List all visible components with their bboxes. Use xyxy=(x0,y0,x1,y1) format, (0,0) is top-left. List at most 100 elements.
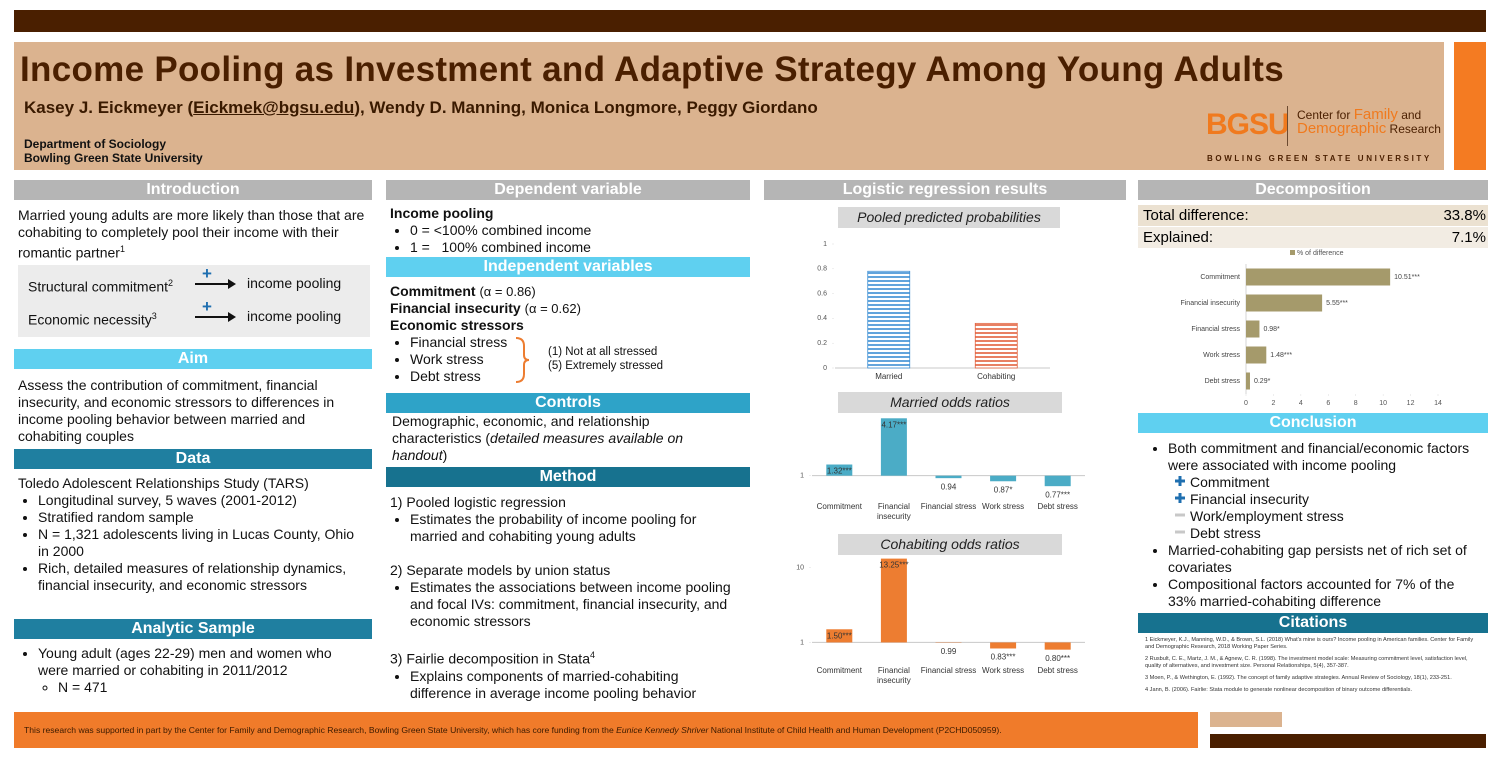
step-title: 1) Pooled logistic regression xyxy=(390,494,566,510)
x-tick-label: Financial insecurity xyxy=(876,502,911,521)
value-label: 0.94 xyxy=(941,482,957,491)
plus-icon xyxy=(1175,493,1185,503)
department: Department of Sociology xyxy=(24,137,167,151)
value-label: 1.48*** xyxy=(1270,352,1292,359)
y-tick-label: 0.2 xyxy=(817,340,827,347)
section-heading: Conclusion xyxy=(1138,413,1488,433)
bar xyxy=(935,475,962,479)
code: 0 = <100% combined income xyxy=(410,222,745,239)
bullet: Stratified random sample xyxy=(38,509,368,526)
stressor: Work stress xyxy=(410,351,745,368)
scale: (1) Not at all stressed (5) Extremely str… xyxy=(548,345,663,373)
dv-name: Income pooling xyxy=(390,205,494,221)
dv-section: Income pooling 0 = <100% combined income… xyxy=(390,205,745,256)
x-tick-label: Commitment xyxy=(816,666,862,675)
y-tick-label: 0.4 xyxy=(817,315,827,322)
plus-icon xyxy=(1175,476,1185,486)
y-tick-label: 10 xyxy=(796,565,804,572)
y-tick-label: Financial stress xyxy=(1191,326,1240,333)
bullet: Compositional factors accounted for 7% o… xyxy=(1168,576,1483,610)
text: Structural commitment xyxy=(28,278,169,295)
footer-accent xyxy=(1210,712,1282,727)
y-tick-label: 1 xyxy=(823,241,827,248)
logo-word: Demographic xyxy=(1297,120,1387,137)
method-section: 1) Pooled logistic regression Estimates … xyxy=(390,494,740,702)
summary-label: Explained: xyxy=(1143,229,1214,246)
summary-value: 7.1% xyxy=(1451,229,1486,246)
logo-line: Center for Family and xyxy=(1297,107,1441,122)
text: This research was supported in part by t… xyxy=(24,725,617,735)
bullet-list: Longitudinal survey, 5 waves (2001-2012)… xyxy=(18,492,368,594)
bar xyxy=(990,642,1017,649)
value-label: 1.50*** xyxy=(827,631,852,640)
y-tick-label: Commitment xyxy=(1200,274,1240,281)
iv-name: Financial insecurity xyxy=(390,300,521,316)
bullet-list: Explains components of married-cohabitin… xyxy=(390,668,740,702)
bar xyxy=(990,475,1017,482)
bullet: Estimates the probability of income pool… xyxy=(410,511,740,545)
header-box xyxy=(14,42,1444,170)
x-tick-label: 10 xyxy=(1379,400,1387,407)
bullet: Rich, detailed measures of relationship … xyxy=(38,560,368,594)
header-accent xyxy=(1454,42,1486,170)
iv-item: Commitment (α = 0.86) xyxy=(390,283,745,300)
section-heading: Citations xyxy=(1138,613,1488,633)
value-label: 0.77*** xyxy=(1045,490,1070,499)
x-tick-label: Married xyxy=(875,372,903,381)
x-tick-label: Work stress xyxy=(982,502,1025,511)
logo-text: Center for Family and Demographic Resear… xyxy=(1297,107,1441,137)
y-tick-label: Work stress xyxy=(1203,352,1240,359)
x-tick-label: Debt stress xyxy=(1037,666,1078,675)
value-label: 4.17*** xyxy=(881,420,906,429)
university: Bowling Green State University xyxy=(24,151,203,165)
section-heading: Introduction xyxy=(14,180,372,200)
bar xyxy=(1246,268,1391,286)
citation: 4 Jann, B. (2006). Fairlie: Stata module… xyxy=(1145,687,1412,693)
legend-swatch xyxy=(1290,250,1295,255)
diagram-outcome: income pooling xyxy=(247,308,342,324)
summary-row xyxy=(1138,227,1488,248)
chart-title: Cohabiting odds ratios xyxy=(838,534,1062,555)
legend-label: % of difference xyxy=(1297,250,1344,257)
step-title: 2) Separate models by union status xyxy=(390,562,611,578)
text: 3) Fairlie decomposition in Stata xyxy=(390,650,590,667)
bullet: Both commitment and financial/economic f… xyxy=(1168,440,1483,474)
x-tick-label: 0 xyxy=(1244,400,1248,407)
text: Married young adults are more likely tha… xyxy=(18,207,365,261)
iv-item: Financial insecurity (α = 0.62) xyxy=(390,300,745,317)
title: Income Pooling as Investment and Adaptiv… xyxy=(20,50,1285,89)
bar xyxy=(1246,320,1260,338)
text: ) xyxy=(442,447,448,463)
text: Eunice Kennedy Shriver xyxy=(616,725,709,735)
logo-word: and xyxy=(1397,108,1422,122)
scale-point: (5) Extremely stressed xyxy=(548,360,664,372)
bullet-list: 0 = <100% combined income 1 = 100% combi… xyxy=(390,222,745,256)
section-heading: Logistic regression results xyxy=(764,180,1126,200)
value-label: 0.80*** xyxy=(1045,654,1070,663)
email-link[interactable]: Eickmek@bgsu.edu xyxy=(193,98,355,117)
section-heading: Data xyxy=(14,449,372,469)
data-lead: Toledo Adolescent Relationships Study (T… xyxy=(18,475,309,491)
controls-text: Demographic, economic, and relationship … xyxy=(392,413,732,464)
bullet: Explains components of married-cohabitin… xyxy=(410,668,740,702)
bullet-list: Estimates the probability of income pool… xyxy=(390,511,740,545)
summary-value: 33.8% xyxy=(1443,207,1486,224)
y-tick-label: Debt stress xyxy=(1205,378,1241,385)
authors: Kasey J. Eickmeyer (Eickmek@bgsu.edu), W… xyxy=(24,98,818,118)
scale-point: (1) Not at all stressed xyxy=(548,346,658,358)
value-label: 1.32*** xyxy=(827,467,852,476)
text: Economic necessity xyxy=(28,311,152,328)
citations: 1 Eickmeyer, K.J., Manning, W.D., & Brow… xyxy=(1145,637,1483,699)
sub-list: N = 471 xyxy=(38,679,358,696)
y-tick-label: 0.6 xyxy=(817,290,827,297)
authors: ), Wendy D. Manning, Monica Longmore, Pe… xyxy=(354,98,818,117)
value-label: 10.51*** xyxy=(1394,274,1420,281)
footnote-ref: 2 xyxy=(168,278,174,288)
diagram-label: Structural commitment2 xyxy=(28,275,173,296)
factor: Debt stress xyxy=(1190,525,1261,541)
bar xyxy=(1044,475,1071,487)
bar xyxy=(974,322,1018,369)
